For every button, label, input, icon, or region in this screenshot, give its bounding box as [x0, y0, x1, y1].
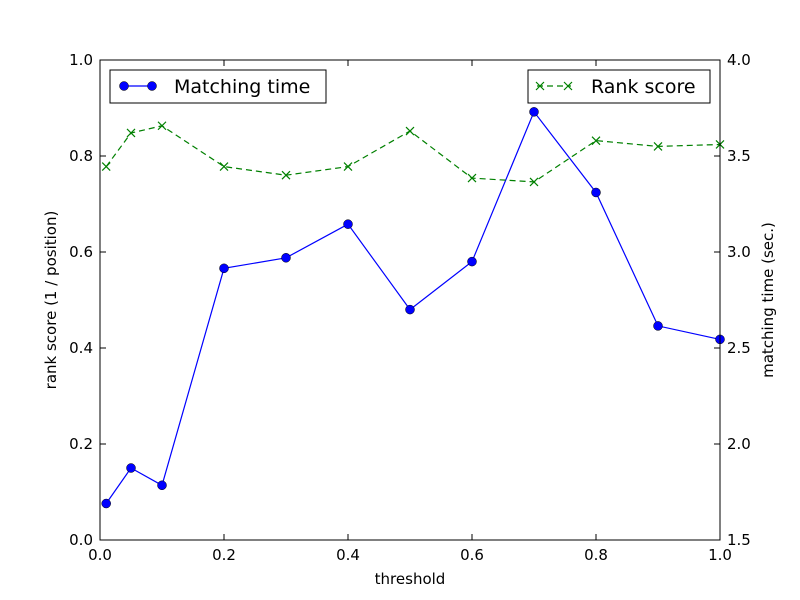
x-tick-label: 0.4 — [336, 546, 360, 564]
data-point-matching-time — [467, 256, 477, 267]
data-point-rank-score — [653, 141, 663, 151]
y-right-axis-label: matching time (sec.) — [759, 222, 777, 378]
legend-matching-time: Matching time — [109, 69, 327, 104]
x-axis-label: threshold — [375, 570, 446, 588]
legend-rank-score: Rank score — [527, 69, 711, 104]
x-tick-label: 0.0 — [88, 546, 112, 564]
data-point-rank-score — [529, 177, 539, 187]
y-left-tick-label: 0.0 — [69, 531, 93, 549]
ticks-layer: 0.0 0.2 0.4 0.6 0.8 1.00.00.20.40.60.81.01.52… — [69, 51, 751, 564]
legend-rank-score-marker — [535, 81, 545, 91]
y-right-tick-label: 2.5 — [727, 339, 751, 357]
data-point-matching-time — [343, 219, 353, 229]
data-point-rank-score — [405, 126, 415, 136]
plot-frame — [99, 59, 721, 541]
x-tick-label: 0.6 — [460, 546, 484, 564]
data-point-matching-time — [126, 463, 136, 473]
data-point-rank-score — [126, 128, 136, 138]
data-point-matching-time — [591, 187, 601, 198]
legend-matching-time-marker — [119, 81, 129, 91]
plot-layer — [101, 107, 725, 509]
legend-matching-time-marker — [147, 81, 157, 91]
x-tick-label: 0.8 — [584, 546, 608, 564]
legend-rank-score-marker — [563, 81, 573, 91]
data-point-rank-score — [467, 173, 477, 183]
y-right-tick-label: 4.0 — [727, 51, 751, 69]
data-point-matching-time — [101, 498, 111, 509]
data-point-rank-score — [101, 162, 111, 171]
y-left-tick-label: 1.0 — [69, 51, 93, 69]
y-left-tick-label: 0.6 — [69, 243, 93, 261]
legend-rank-score-label: Rank score — [591, 76, 696, 98]
data-point-rank-score — [281, 170, 291, 180]
y-right-tick-label: 1.5 — [727, 531, 751, 549]
legend-matching-time-label: Matching time — [174, 76, 310, 98]
y-left-tick-label: 0.8 — [69, 147, 93, 165]
y-right-tick-label: 2.0 — [727, 435, 751, 453]
y-right-tick-label: 3.0 — [727, 243, 751, 261]
data-point-matching-time — [653, 321, 663, 331]
data-point-matching-time — [529, 107, 539, 117]
data-point-rank-score — [343, 162, 353, 171]
x-tick-label: 1.0 — [708, 546, 732, 564]
data-point-matching-time — [219, 263, 229, 274]
x-tick-label: 0.2 — [212, 546, 236, 564]
data-point-rank-score — [219, 162, 229, 171]
series-line-matching-time — [105, 110, 721, 504]
data-point-rank-score — [591, 136, 601, 146]
data-point-matching-time — [281, 253, 291, 263]
y-left-axis-label: rank score (1 / position) — [42, 211, 60, 390]
data-point-rank-score — [157, 121, 167, 131]
data-point-matching-time — [405, 304, 415, 315]
y-left-tick-label: 0.2 — [69, 435, 93, 453]
y-right-tick-label: 3.5 — [727, 147, 751, 165]
data-point-matching-time — [157, 480, 167, 491]
y-left-tick-label: 0.4 — [69, 339, 93, 357]
